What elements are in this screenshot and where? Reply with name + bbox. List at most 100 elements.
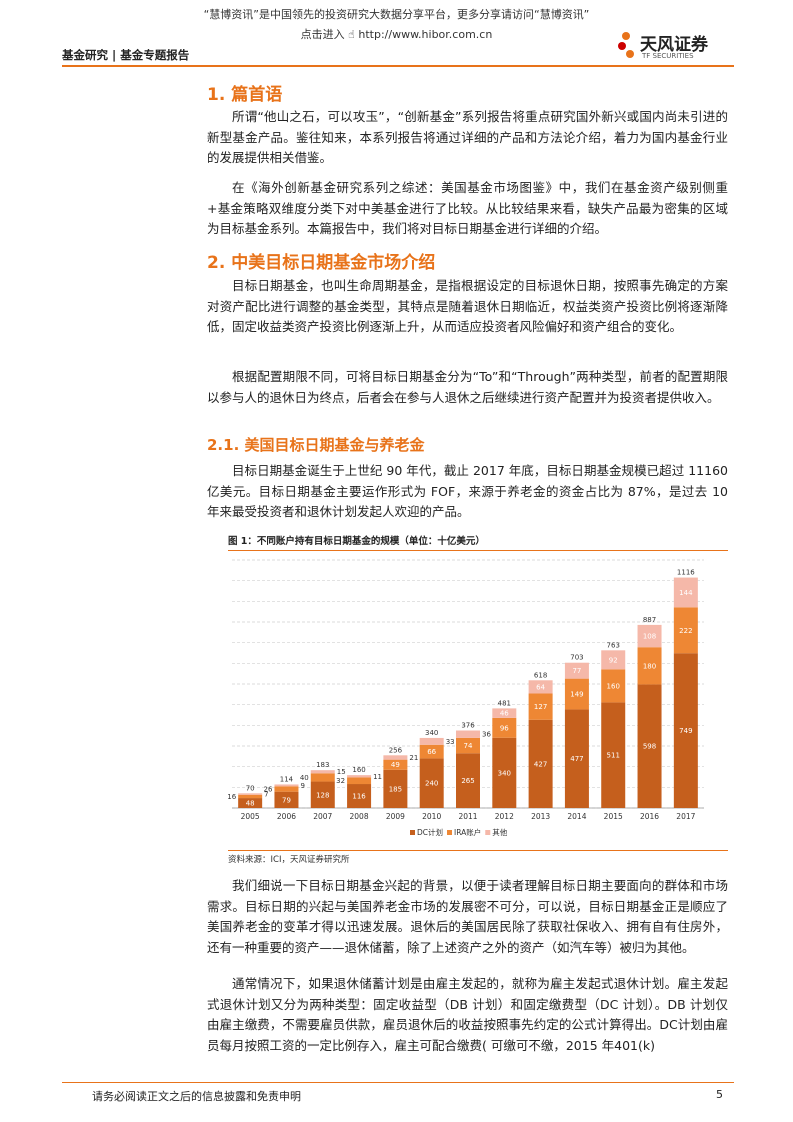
heading: 2.1. 美国目标日期基金与养老金 [207, 436, 425, 454]
bar-segment [274, 784, 299, 787]
bar-segment [492, 708, 517, 718]
bar-segment [274, 786, 299, 792]
heading: 1. 篇首语 [207, 85, 283, 105]
total-label: 763 [607, 641, 620, 649]
bar-segment [419, 737, 444, 745]
bar-segment [238, 793, 263, 795]
footer-rule [62, 1082, 734, 1083]
data-label: 49 [391, 761, 400, 769]
total-label: 340 [425, 729, 438, 737]
legend-swatch [485, 830, 491, 835]
bar-segment [637, 684, 662, 808]
data-label: 40 [300, 774, 309, 782]
heading: 2. 中美目标日期基金市场介绍 [207, 253, 436, 273]
bar-segment [383, 759, 408, 770]
bar-segment [419, 744, 444, 759]
x-tick-label: 2012 [495, 812, 514, 821]
figure-caption: 图 1：不同账户持有目标日期基金的规模（单位：十亿美元） [228, 533, 728, 551]
paragraph: 在《海外创新基金研究系列之综述：美国基金市场图鉴》中，我们在基金资产级别侧重+基… [207, 180, 728, 236]
page-number: 5 [716, 1088, 723, 1101]
data-label: 149 [570, 691, 583, 699]
data-label: 128 [316, 791, 329, 799]
legend-swatch [447, 830, 453, 835]
bar-segment [673, 653, 698, 808]
total-label: 703 [570, 654, 583, 662]
watermark-link[interactable]: 点击进入 ☝ http://www.hibor.com.cn [300, 28, 493, 41]
data-label: 64 [536, 683, 545, 691]
x-tick-label: 2015 [604, 812, 623, 821]
data-label: 598 [643, 743, 656, 751]
x-tick-label: 2014 [567, 812, 586, 821]
paragraph: 通常情况下，如果退休储蓄计划是由雇主发起的，就称为雇主发起式退休计划。雇主发起式… [207, 976, 728, 1053]
data-label: 265 [461, 777, 474, 785]
legend-label: 其他 [492, 827, 507, 837]
total-label: 1116 [677, 569, 695, 577]
data-label: 32 [336, 777, 345, 785]
paragraph: 目标日期基金诞生于上世纪 90 年代，截止 2017 年底，目标日期基金规模已超… [207, 463, 728, 519]
bar-segment [528, 693, 553, 720]
data-label: 180 [643, 662, 656, 670]
total-label: 160 [352, 766, 365, 774]
click-text[interactable]: 点击进入 [300, 28, 345, 41]
legend-label: IRA账户 [454, 827, 481, 837]
total-label: 70 [246, 784, 255, 792]
data-label: 108 [643, 633, 656, 641]
bar-segment [456, 730, 480, 738]
bar-segment [383, 769, 408, 808]
paragraph: 我们细说一下目标日期基金兴起的背景，以便于读者理解目标日期主要面向的群体和市场需… [207, 878, 728, 955]
bar-segment [238, 798, 263, 808]
bar-segment [310, 770, 335, 774]
header-rule [62, 65, 734, 67]
x-tick-label: 2008 [350, 812, 369, 821]
logo-icon [618, 30, 634, 60]
bar-segment [492, 717, 517, 738]
bar-segment [310, 773, 335, 782]
data-label: 66 [427, 748, 436, 756]
legend-swatch [410, 830, 415, 835]
total-label: 183 [316, 761, 329, 769]
data-label: 36 [482, 731, 491, 739]
data-label: 92 [609, 656, 618, 664]
total-label: 256 [389, 746, 403, 754]
data-label: 26 [264, 785, 273, 793]
bar-segment [564, 709, 589, 808]
data-label: 33 [446, 738, 455, 746]
bar-segment [347, 775, 372, 778]
data-label: 15 [337, 768, 346, 776]
bar-segment [383, 755, 408, 760]
data-label: 127 [534, 703, 547, 711]
data-label: 240 [425, 780, 438, 788]
total-label: 376 [461, 722, 475, 730]
data-label: 7 [264, 791, 268, 799]
bar-segment [528, 719, 553, 808]
x-tick-label: 2017 [676, 812, 695, 821]
bar-segment [564, 662, 589, 679]
data-label: 16 [228, 793, 237, 801]
paragraph: 目标日期基金，也叫生命周期基金，是指根据设定的目标退休日期，按照事先确定的方案对… [207, 278, 728, 334]
x-tick-label: 2009 [386, 812, 405, 821]
data-label: 9 [300, 782, 304, 790]
data-label: 144 [679, 589, 693, 597]
data-label: 11 [373, 773, 382, 781]
bar-segment [673, 577, 698, 608]
data-label: 74 [464, 742, 473, 750]
url[interactable]: http://www.hibor.com.cn [358, 28, 493, 41]
figure-source: 资料来源：ICI，天风证券研究所 [228, 850, 728, 865]
data-label: 427 [534, 760, 547, 768]
x-tick-label: 2010 [422, 812, 441, 821]
bar-segment [238, 794, 263, 799]
total-label: 618 [534, 671, 547, 679]
bar-segment [601, 650, 626, 670]
bar-segment [528, 680, 553, 694]
data-label: 511 [607, 752, 620, 760]
data-label: 340 [498, 769, 511, 777]
data-label: 160 [607, 682, 620, 690]
bar-segment [637, 647, 662, 685]
data-label: 21 [409, 754, 418, 762]
bar-segment [456, 737, 480, 754]
x-tick-label: 2013 [531, 812, 550, 821]
data-label: 48 [246, 800, 255, 808]
header-title: 基金研究 | 基金专题报告 [62, 48, 190, 62]
